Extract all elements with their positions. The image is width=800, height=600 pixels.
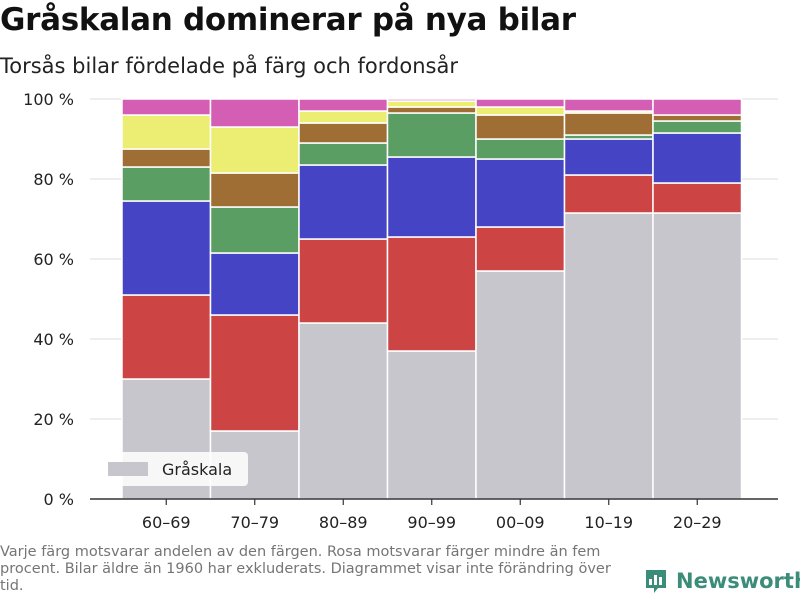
bar-segment (475, 114, 566, 140)
legend-swatch-graskala (108, 462, 148, 476)
chart-title: Gråskalan dominerar på nya bilar (0, 2, 576, 38)
brand-name: Newsworthy (676, 569, 800, 593)
bar-segment (386, 98, 477, 102)
x-tick-label: 80–89 (319, 513, 368, 532)
y-tick-label: 80 % (33, 170, 74, 189)
bar-segment (298, 110, 389, 124)
x-tick-label: 00–09 (496, 513, 545, 532)
bar-segment (298, 164, 389, 240)
bar-segment (475, 226, 566, 272)
footnote: Varje färg motsvarar andelen av den färg… (0, 544, 611, 594)
bar-segment (386, 100, 477, 108)
y-tick-label: 60 % (33, 250, 74, 269)
bar-segment (475, 270, 566, 500)
bar-stacks (121, 98, 743, 500)
legend-label-graskala: Gråskala (162, 460, 232, 479)
bar-segment (298, 98, 389, 112)
bar-segment (298, 322, 389, 500)
y-tick-label: 0 % (44, 490, 74, 509)
bar-segment (563, 112, 654, 136)
legend: Gråskala (98, 452, 248, 486)
bar-segment (121, 114, 212, 150)
bar-segment (563, 138, 654, 176)
bar-segment (652, 212, 743, 500)
bar-segment (121, 200, 212, 296)
bar-segment (209, 206, 300, 254)
stacked-bar-chart: 0 % 20 % 40 % 60 % 80 % 100 % 60–69 70–79 80–89… (23, 90, 778, 532)
bar-segment (475, 98, 566, 108)
bar-segment (475, 106, 566, 116)
y-axis-ticks: 0 % 20 % 40 % 60 % 80 % 100 % (23, 90, 74, 509)
legend-box (98, 452, 248, 486)
bar-segment (386, 112, 477, 158)
x-tick-label: 60–69 (142, 513, 191, 532)
bar-segment (209, 314, 300, 432)
y-tick-label: 100 % (23, 90, 74, 109)
x-tick-label: 70–79 (230, 513, 279, 532)
bar-segment (298, 122, 389, 144)
bar-segment (652, 132, 743, 184)
bar-segment (563, 174, 654, 214)
bar-segment (652, 98, 743, 116)
bar-segment (475, 158, 566, 228)
x-axis-ticks: 60–69 70–79 80–89 90–99 00–09 10–19 20–29 (142, 499, 722, 532)
y-tick-label: 40 % (33, 330, 74, 349)
bar-segment (121, 166, 212, 202)
bar-segment (475, 138, 566, 160)
bar-segment (652, 114, 743, 122)
bar-segment (652, 120, 743, 134)
bar-segment (209, 98, 300, 128)
bar-segment (563, 98, 654, 112)
bar-segment (386, 106, 477, 114)
chart-subtitle: Torsås bilar fördelade på färg och fordo… (0, 54, 458, 78)
bar-segment (121, 98, 212, 116)
bar-segment (386, 236, 477, 352)
x-tick-label: 90–99 (407, 513, 456, 532)
x-tick-label: 10–19 (584, 513, 633, 532)
x-tick-label: 20–29 (673, 513, 722, 532)
bar-segment (209, 252, 300, 316)
bar-segment (209, 126, 300, 174)
bar-segment (563, 212, 654, 500)
bar-segment (652, 182, 743, 214)
y-tick-label: 20 % (33, 410, 74, 429)
bar-chart-logo-icon (646, 570, 666, 593)
bar-segment (209, 172, 300, 208)
newsworthy-logo: Newsworthy (644, 568, 800, 594)
bar-segment (298, 238, 389, 324)
bar-segment (121, 294, 212, 380)
bar-segment (386, 156, 477, 238)
bar-segment (121, 148, 212, 168)
bar-segment (386, 350, 477, 500)
bar-segment (298, 142, 389, 166)
